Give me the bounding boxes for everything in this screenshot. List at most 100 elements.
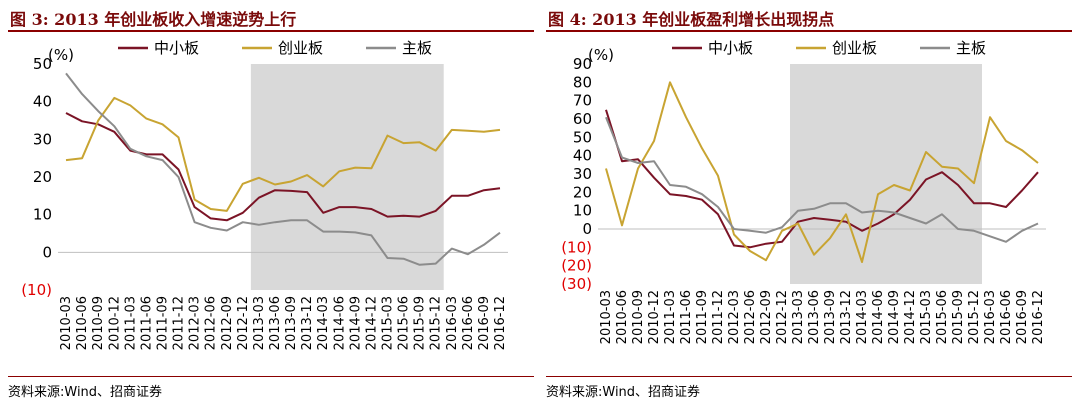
y-tick-label: 50 [573,128,592,146]
x-tick-label: 2011-09 [155,296,170,350]
y-tick-label: 40 [33,93,52,111]
x-tick-label: 2012-12 [775,290,790,344]
x-tick-label: 2015-09 [951,290,966,344]
series-line-3 [605,116,1039,243]
y-tick-label: 0 [582,220,592,238]
x-tick-label: 2015-06 [397,296,412,350]
x-tick-label: 2015-06 [935,290,950,344]
x-tick-label: 2010-03 [599,290,614,344]
x-tick-label: 2013-06 [268,296,283,350]
x-tick-label: 2015-03 [380,296,395,350]
y-tick-label: 90 [573,55,592,73]
x-tick-label: 2013-12 [300,296,315,350]
x-tick-label: 2015-12 [429,296,444,350]
x-tick-label: 2013-06 [807,290,822,344]
series-line-2 [605,81,1039,263]
y-tick-label: 20 [573,183,592,201]
x-tick-label: 2010-09 [91,296,106,350]
x-tick-label: 2011-03 [123,296,138,350]
x-tick-label: 2014-03 [855,290,870,344]
x-tick-label: 2015-12 [967,290,982,344]
x-tick-label: 2014-06 [332,296,347,350]
y-tick-label: (20) [561,257,592,275]
figure-3-panel: 图 3: 2013 年创业板收入增速逆势上行 (10) 0 10 20 30 40 50 (%… [8,0,534,406]
y-tick-label: 40 [573,147,592,165]
x-tick-label: 2015-09 [413,296,428,350]
x-tick-label: 2015-03 [919,290,934,344]
series-line-2 [65,96,501,212]
x-tick-label: 2011-06 [139,296,154,350]
y-tick-label: 50 [33,55,52,73]
y-tick-label: (10) [561,238,592,256]
x-tick-label: 2011-06 [679,290,694,344]
legend-label: 中小板 [708,39,753,57]
y-unit-label: (%) [588,46,614,64]
y-tick-label: (30) [561,275,592,293]
x-tick-label: 2016-03 [445,296,460,350]
x-tick-label: 2016-06 [999,290,1014,344]
figure-4-source-divider [546,376,1072,377]
y-tick-label: 80 [573,73,592,91]
figure-4-title-bar: 图 4: 2013 年创业板盈利增长出现拐点 [546,4,1072,32]
legend-label: 中小板 [154,39,199,57]
x-tick-label: 2012-06 [204,296,219,350]
x-tick-label: 2013-03 [252,296,267,350]
figure-3-title-bar: 图 3: 2013 年创业板收入增速逆势上行 [8,4,534,32]
x-tick-label: 2016-03 [983,290,998,344]
y-tick-label: 0 [42,243,52,261]
x-tick-label: 2016-06 [461,296,476,350]
x-tick-label: 2014-03 [316,296,331,350]
figure-3-title: 图 3: 2013 年创业板收入增速逆势上行 [10,10,297,29]
y-tick-label: 30 [573,165,592,183]
figure-3-source-divider [8,376,534,377]
y-tick-label: 70 [573,92,592,110]
legend-label: 创业板 [278,39,323,57]
x-tick-label: 2014-06 [871,290,886,344]
x-tick-label: 2010-06 [615,290,630,344]
x-tick-label: 2011-12 [172,296,187,350]
x-tick-label: 2012-06 [743,290,758,344]
x-tick-label: 2012-03 [188,296,203,350]
legend-label: 主板 [956,39,986,57]
y-tick-label: 10 [573,202,592,220]
figure-4-source: 资料来源:Wind、招商证券 [546,385,701,400]
x-tick-label: 2016-12 [1031,290,1046,344]
x-tick-label: 2014-12 [903,290,918,344]
y-tick-label: (10) [21,281,52,299]
x-tick-label: 2010-06 [75,296,90,350]
x-tick-label: 2011-03 [663,290,678,344]
shaded-period [250,64,444,290]
x-tick-label: 2016-09 [1015,290,1030,344]
legend-label: 主板 [402,39,432,57]
figure-4-title: 图 4: 2013 年创业板盈利增长出现拐点 [548,10,835,29]
x-tick-label: 2014-09 [887,290,902,344]
x-tick-label: 2010-12 [107,296,122,350]
x-tick-label: 2011-09 [695,290,710,344]
legend-label: 创业板 [832,39,877,57]
x-tick-label: 2013-09 [823,290,838,344]
x-tick-label: 2010-03 [59,296,74,350]
x-tick-label: 2014-09 [348,296,363,350]
x-tick-label: 2014-12 [364,296,379,350]
x-tick-label: 2012-12 [236,296,251,350]
x-tick-label: 2012-09 [220,296,235,350]
x-tick-label: 2012-03 [727,290,742,344]
x-tick-label: 2012-09 [759,290,774,344]
y-tick-label: 20 [33,168,52,186]
y-unit-label: (%) [48,46,74,64]
x-tick-label: 2010-12 [647,290,662,344]
series-line-3 [65,72,501,266]
figure-4-panel: 图 4: 2013 年创业板盈利增长出现拐点 (30) (20) (10) 0 10 20… [546,0,1072,406]
x-tick-label: 2016-09 [477,296,492,350]
x-tick-label: 2011-12 [711,290,726,344]
y-tick-label: 60 [573,110,592,128]
y-tick-label: 30 [33,130,52,148]
x-tick-label: 2016-12 [493,296,508,350]
x-tick-label: 2010-09 [631,290,646,344]
x-tick-label: 2013-09 [284,296,299,350]
x-tick-label: 2013-03 [791,290,806,344]
x-tick-label: 2013-12 [839,290,854,344]
figure-3-source: 资料来源:Wind、招商证券 [8,385,163,400]
